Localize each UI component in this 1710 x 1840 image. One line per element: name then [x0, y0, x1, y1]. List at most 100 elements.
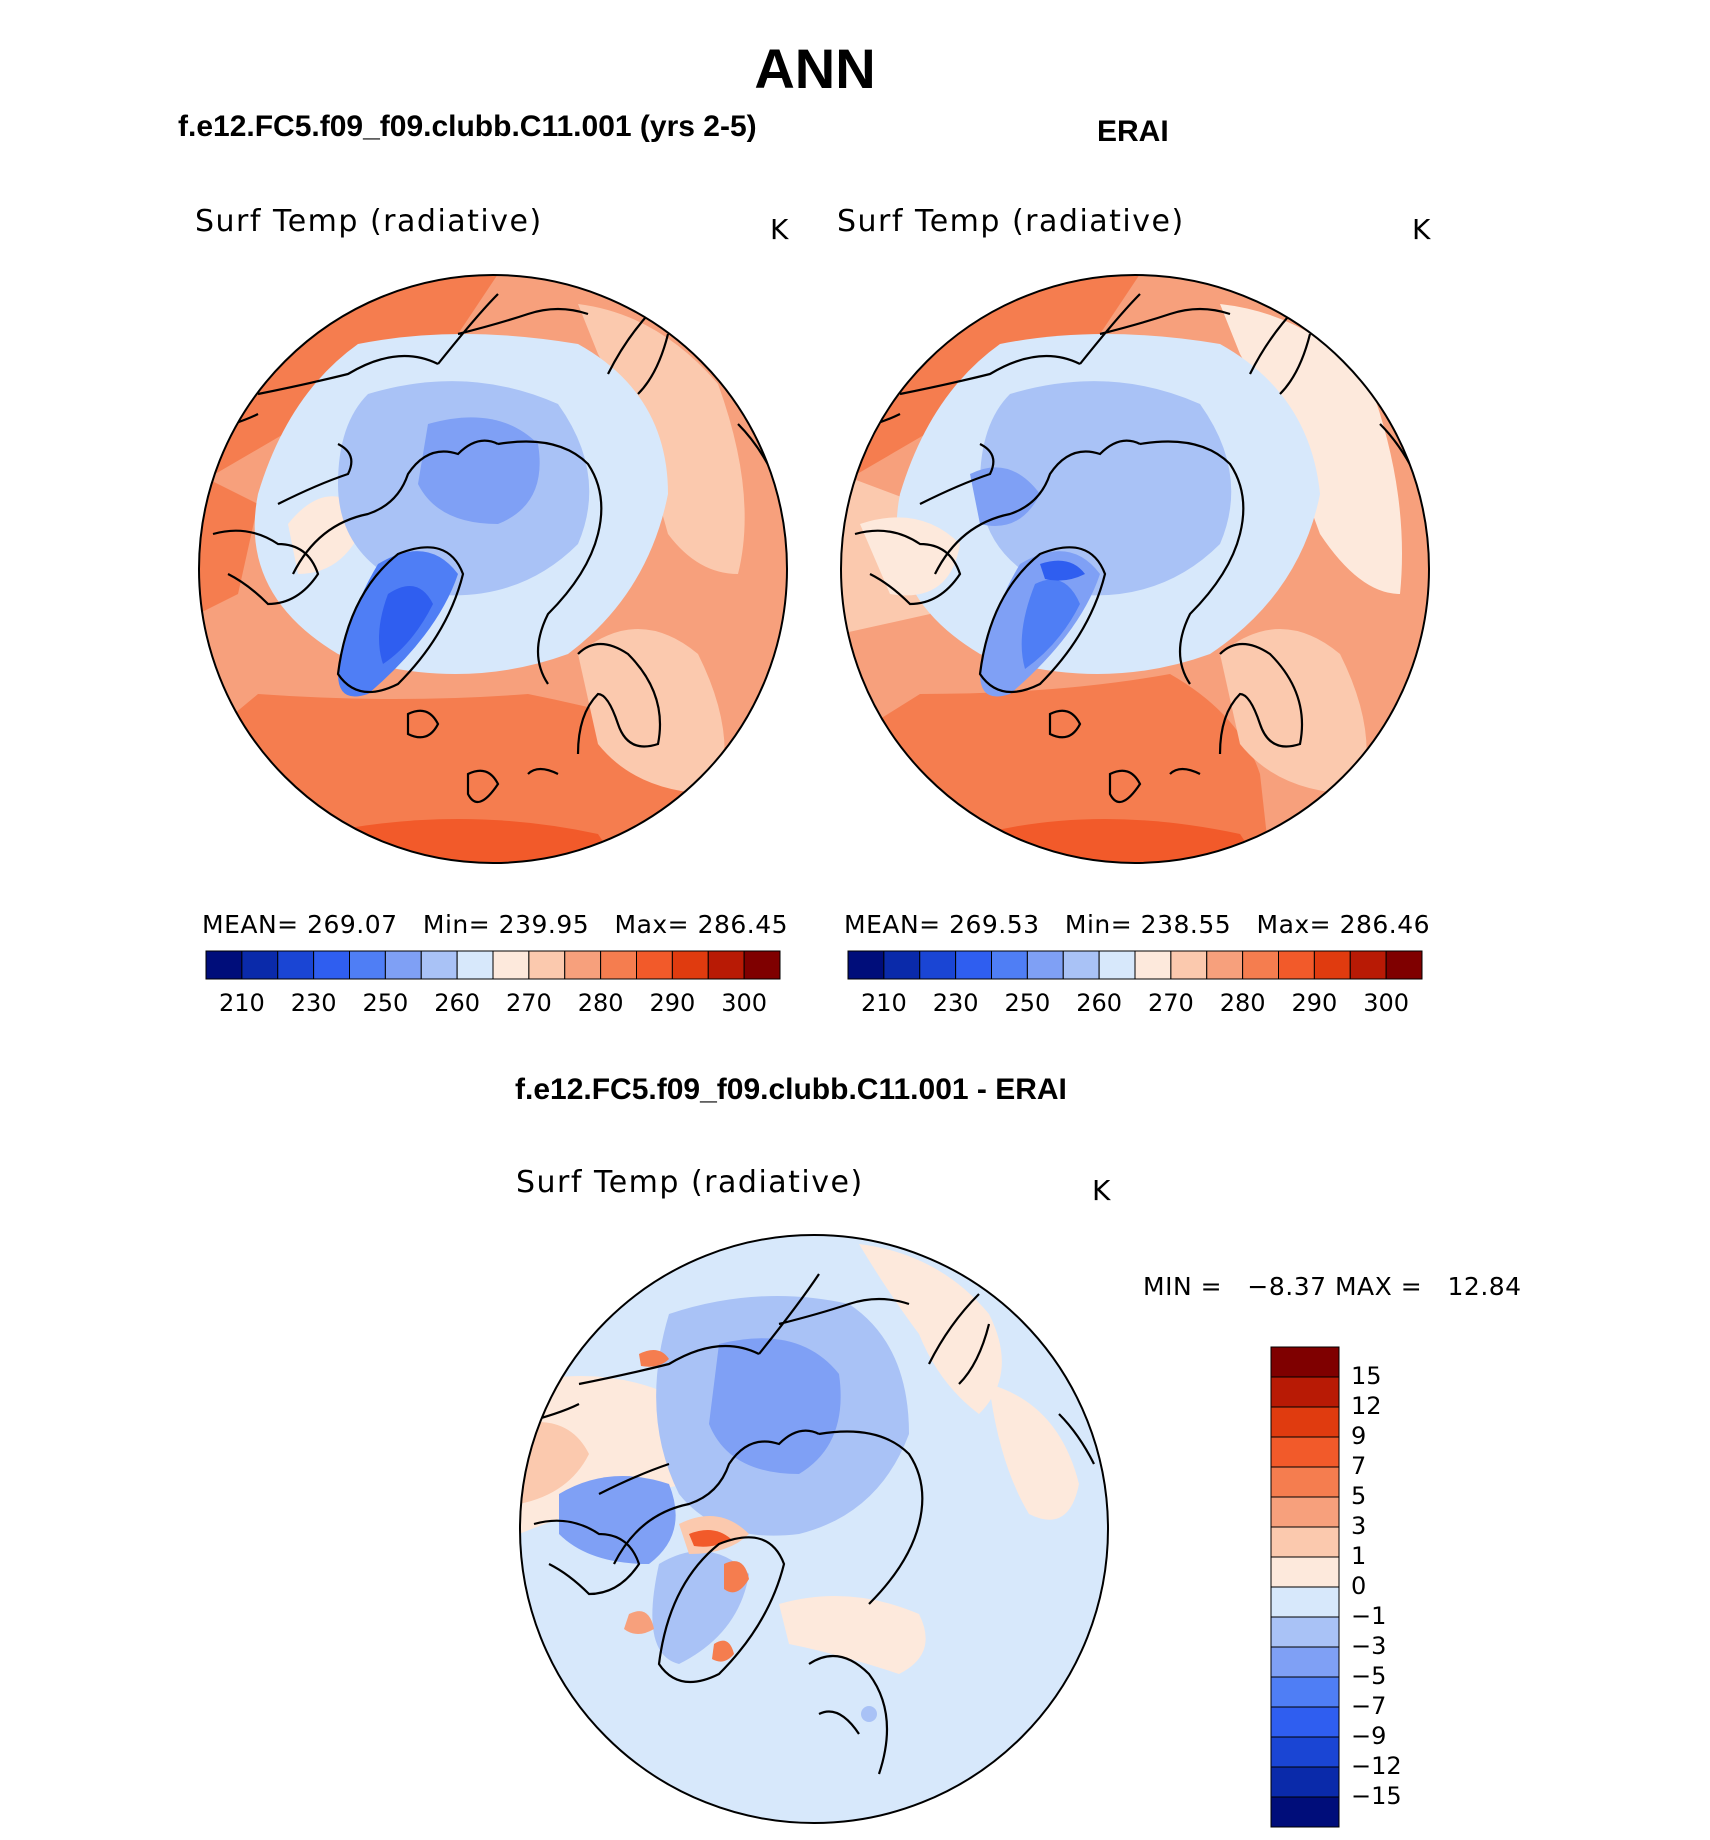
panel3-units-label: K [1092, 1174, 1111, 1207]
colorbar-tick-label: −1 [1351, 1602, 1387, 1630]
colorbar-swatch [1270, 1616, 1340, 1648]
colorbar-swatch [1242, 950, 1279, 980]
colorbar-tick-label: 9 [1351, 1422, 1367, 1450]
colorbar-swatch [600, 950, 637, 980]
panel2-coastlines [841, 293, 1416, 804]
panel1-units-label: K [770, 213, 789, 246]
colorbar-tick-label: 1 [1351, 1542, 1367, 1570]
panel3-field-westwarm [520, 1422, 589, 1504]
colorbar-swatch [528, 950, 566, 980]
colorbar-tick-label: 280 [577, 989, 624, 1017]
colorbar-swatch [277, 950, 315, 980]
panel1-field-eastmild [578, 304, 745, 574]
panel2-max-value: 286.46 [1339, 910, 1431, 939]
colorbar-tick-label: 260 [1076, 989, 1123, 1017]
panel3-polar-map [519, 1234, 1109, 1824]
colorbar-tick-label: 0 [1351, 1572, 1367, 1600]
panel2-max-label: Max= [1256, 910, 1332, 939]
colorbar-swatch [919, 950, 957, 980]
panel2-min-value: 238.55 [1140, 910, 1232, 939]
colorbar-swatch [883, 950, 921, 980]
panel3-title: f.e12.FC5.f09_f09.clubb.C11.001 - ERAI [515, 1073, 1067, 1106]
colorbar-swatch [1270, 1586, 1340, 1618]
colorbar-swatch [1098, 950, 1136, 980]
panel3-map-border [519, 1234, 1109, 1824]
colorbar-tick-label: −7 [1351, 1692, 1387, 1720]
colorbar-tick-label: 260 [434, 989, 481, 1017]
panel3-min-value: −8.37 [1247, 1272, 1327, 1301]
panel1-max-value: 286.45 [697, 910, 789, 939]
colorbar-swatch [1062, 950, 1100, 980]
colorbar-swatch [1270, 1376, 1340, 1408]
colorbar-tick-label: −12 [1351, 1752, 1402, 1780]
colorbar-tick-label: 290 [649, 989, 696, 1017]
colorbar-swatch [1270, 1796, 1340, 1828]
panel1-min-label: Min= [422, 910, 491, 939]
panel2-colorbar [847, 950, 1423, 980]
colorbar-swatch [1270, 1406, 1340, 1438]
panel1-map-border [198, 274, 788, 864]
colorbar-swatch [456, 950, 494, 980]
panel3-field-warm-spot-4 [712, 1640, 734, 1662]
colorbar-swatch [564, 950, 602, 980]
panel1-mean-label: MEAN= [202, 910, 299, 939]
colorbar-swatch [1349, 950, 1387, 980]
panel1-field-greenland-core [379, 586, 433, 664]
colorbar-swatch [349, 950, 386, 980]
panel3-max-value: 12.84 [1447, 1272, 1522, 1301]
colorbar-swatch [671, 950, 709, 980]
panel3-colorbar [1270, 1346, 1340, 1828]
panel1-colorbar [205, 950, 781, 980]
colorbar-tick-label: 210 [218, 989, 265, 1017]
colorbar-tick-label: 270 [505, 989, 552, 1017]
panel1-polar-map [198, 274, 788, 864]
panel3-stats: MIN = −8.37 MAX = 12.84 [1143, 1272, 1522, 1301]
colorbar-swatch [1270, 1436, 1340, 1468]
panel1-title: f.e12.FC5.f09_f09.clubb.C11.001 (yrs 2-5… [178, 110, 757, 143]
panel2-mean-value: 269.53 [949, 910, 1040, 939]
colorbar-swatch [1278, 950, 1315, 980]
panel2-units-label: K [1412, 213, 1431, 246]
colorbar-swatch [1134, 950, 1172, 980]
panel2-variable-label: Surf Temp (radiative) [837, 204, 1185, 239]
panel3-field-arctic-colder [709, 1338, 841, 1474]
colorbar-swatch [1170, 950, 1208, 980]
panel2-min-label: Min= [1064, 910, 1133, 939]
colorbar-swatch [1270, 1766, 1340, 1798]
colorbar-swatch [1270, 1556, 1340, 1588]
panel3-field-warm-spot-3 [624, 1611, 654, 1634]
colorbar-tick-label: 7 [1351, 1452, 1367, 1480]
colorbar-tick-label: 290 [1291, 989, 1338, 1017]
panel2-field-scandinavia [1220, 629, 1367, 794]
panel3-field-southmild [779, 1596, 926, 1674]
page-title: ANN [754, 37, 876, 100]
panel1-max-label: Max= [614, 910, 690, 939]
colorbar-tick-label: −5 [1351, 1662, 1387, 1690]
panel2-field-mild-patch [860, 517, 960, 596]
panel1-field-colder [418, 417, 540, 524]
colorbar-swatch [1270, 1526, 1340, 1558]
panel3-variable-label: Surf Temp (radiative) [516, 1165, 864, 1200]
colorbar-swatch [847, 950, 885, 980]
colorbar-swatch [1313, 950, 1351, 980]
panel2-map-border [840, 274, 1430, 864]
colorbar-swatch [1206, 950, 1244, 980]
colorbar-swatch [1270, 1496, 1340, 1528]
colorbar-tick-label: 270 [1147, 989, 1194, 1017]
panel2-polar-map [840, 274, 1430, 864]
colorbar-swatch [1270, 1676, 1340, 1708]
colorbar-tick-label: −15 [1351, 1782, 1402, 1810]
colorbar-swatch [313, 950, 350, 980]
colorbar-swatch [1270, 1706, 1340, 1738]
panel2-field-cold [980, 381, 1232, 596]
panel3-field-warm-spot-2 [724, 1561, 749, 1593]
colorbar-tick-label: 3 [1351, 1512, 1367, 1540]
panel3-field-warm-spot-5 [639, 1350, 669, 1367]
colorbar-swatch [707, 950, 745, 980]
colorbar-swatch [955, 950, 992, 980]
panel3-field-eastmild [989, 1384, 1079, 1520]
panel3-field-northmild [859, 1244, 1002, 1414]
panel1-field-scandinavia [578, 629, 725, 794]
panel1-stats: MEAN= 269.07 Min= 239.95 Max= 286.45 [202, 910, 788, 939]
colorbar-tick-label: 12 [1351, 1392, 1382, 1420]
